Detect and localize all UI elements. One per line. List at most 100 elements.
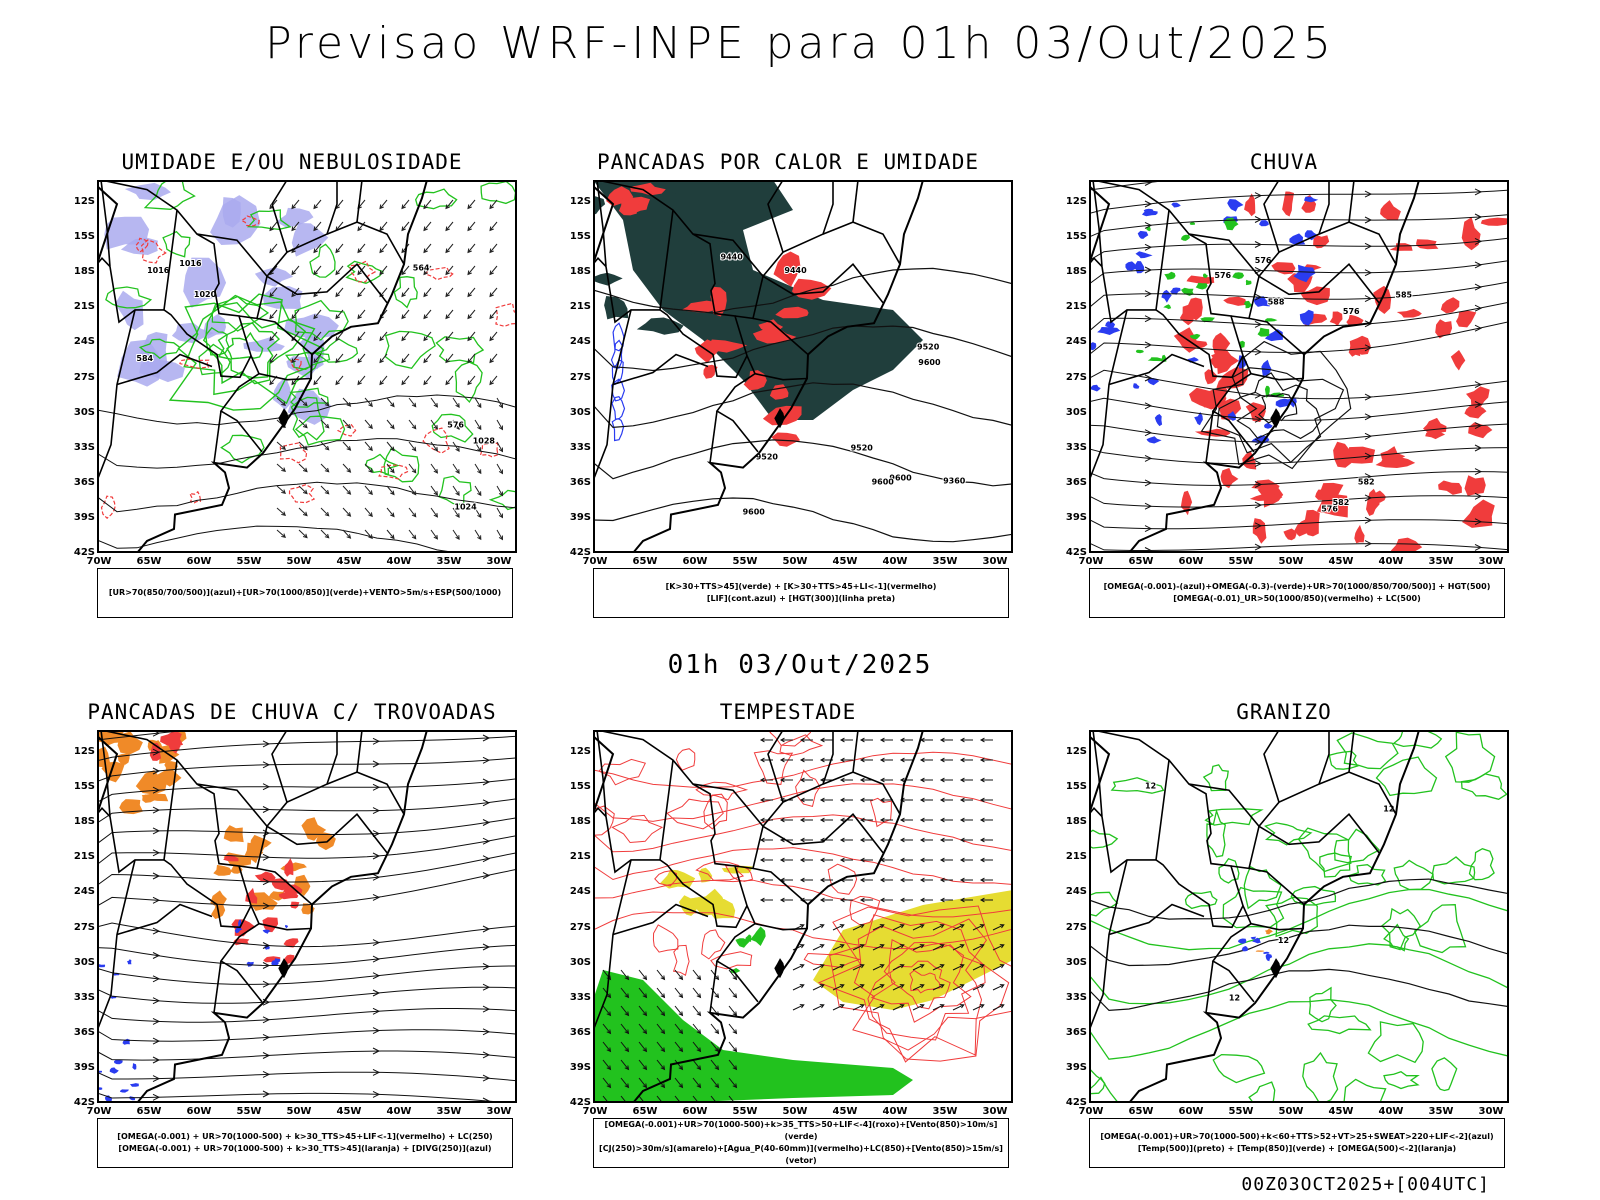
streamline-arrow (1364, 393, 1373, 401)
wind-vector (430, 529, 439, 540)
contour-label: 1028 (473, 437, 496, 446)
shaded-area (1271, 262, 1296, 275)
streamline-arrow (482, 799, 491, 807)
contour-label: 12 (1145, 782, 1156, 791)
map-area: 1016 1016 1020 1024 1028 576 584 564 (97, 180, 517, 553)
shaded-area (1390, 537, 1423, 553)
wind-vector (859, 837, 873, 843)
longitude-tick-label: 60W (1178, 1106, 1204, 1117)
wind-vector (799, 797, 813, 803)
wind-vector (972, 984, 985, 991)
wind-vector (932, 924, 945, 931)
panel-legend: [K>30+TTS>45](verde) + [K>30+TTS>45+LI<-… (593, 568, 1009, 618)
wind-vector (919, 757, 933, 763)
longitude-tick-label: 65W (1128, 556, 1154, 567)
precip-water-contour (695, 781, 749, 801)
wind-vector (357, 331, 366, 342)
shaded-area (1203, 273, 1208, 278)
shaded-area (1090, 384, 1101, 392)
longitude-tick-label: 40W (1378, 556, 1404, 567)
wind-vector (932, 1004, 945, 1011)
map-frame (593, 730, 1013, 1103)
wind-vector (430, 419, 439, 430)
shaded-area (1293, 264, 1316, 283)
shaded-area (104, 1095, 112, 1103)
longitude-tick-label: 55W (236, 556, 262, 567)
wind-vector (656, 1041, 666, 1053)
shaded-area (1462, 499, 1495, 528)
wind-vector (832, 1004, 845, 1011)
shaded-area (1210, 355, 1234, 369)
shaded-area (283, 938, 299, 948)
wind-vector (638, 969, 648, 981)
wind-vector (839, 777, 853, 783)
latitude-tick-label: 21S (569, 851, 591, 863)
longitude-tick-label: 55W (732, 1106, 758, 1117)
wind-vector (379, 265, 388, 276)
shaded-area (1259, 220, 1269, 227)
latitude-tick-label: 21S (73, 851, 95, 863)
latitude-tick-label: 18S (1065, 266, 1087, 278)
contour-line (183, 293, 325, 405)
shaded-area (126, 959, 132, 965)
shaded-area (1265, 953, 1273, 962)
wind-vector (342, 441, 352, 451)
wind-vector (335, 309, 344, 320)
wind-vector (320, 507, 330, 517)
wind-vector (779, 757, 793, 763)
wind-vector (335, 353, 344, 364)
shaded-area (660, 869, 696, 889)
streamline-arrow (262, 1016, 271, 1024)
wind-vector (879, 757, 893, 763)
humidity-contour (289, 387, 329, 408)
streamline-arrow (262, 1052, 271, 1059)
contour-line (1236, 372, 1322, 440)
shaded-area (1137, 230, 1149, 239)
thickness-contour (288, 484, 316, 504)
streamline-arrow (1144, 502, 1153, 510)
wind-vector (799, 757, 813, 763)
political-border (612, 903, 709, 936)
wind-vector (474, 529, 482, 541)
wind-vector (269, 287, 278, 298)
wind-vector (872, 924, 885, 931)
wind-vector (919, 797, 933, 803)
wind-vector (467, 265, 476, 276)
latitude-tick-label: 30S (1065, 406, 1087, 418)
wind-vector (452, 529, 460, 540)
political-border (326, 771, 405, 815)
wind-vector (445, 199, 454, 210)
panel-title: PANCADAS POR CALOR E UMIDADE (596, 150, 979, 174)
longitude-tick-label: 65W (136, 556, 162, 567)
contour-label: 1020 (194, 290, 217, 299)
wind-vector (879, 797, 893, 803)
political-border (1089, 309, 1128, 485)
streamline (97, 757, 517, 782)
political-border (258, 922, 312, 931)
shaded-area (1435, 319, 1453, 339)
wind-vector (496, 507, 504, 519)
latitude-tick-label: 18S (1065, 816, 1087, 828)
coastline (593, 730, 924, 1103)
latitude-tick-label: 21S (1065, 301, 1087, 313)
streamline-arrow (1144, 221, 1153, 229)
panel-legend: [OMEGA(-0.001)+UR>70(1000-500)+k>35_TTS>… (593, 1118, 1009, 1168)
wind-vector (320, 463, 330, 473)
wind-vector (819, 897, 833, 903)
wind-vector (620, 987, 630, 999)
streamline (97, 868, 517, 907)
streamline-arrow (1144, 315, 1153, 323)
shaded-area (1313, 235, 1330, 249)
streamline-arrow (152, 872, 161, 880)
wind-vector (467, 353, 476, 364)
longitude-tick-label: 30W (486, 1106, 512, 1117)
streamline-arrow (1474, 444, 1483, 452)
streamline-arrow (482, 983, 491, 991)
wind-850-area (593, 970, 913, 1103)
shaded-area (97, 963, 106, 968)
wind-vector (269, 243, 278, 254)
wind-vector (489, 287, 498, 298)
political-border (256, 317, 313, 356)
streamline-arrow (262, 962, 271, 969)
political-border (163, 209, 252, 379)
